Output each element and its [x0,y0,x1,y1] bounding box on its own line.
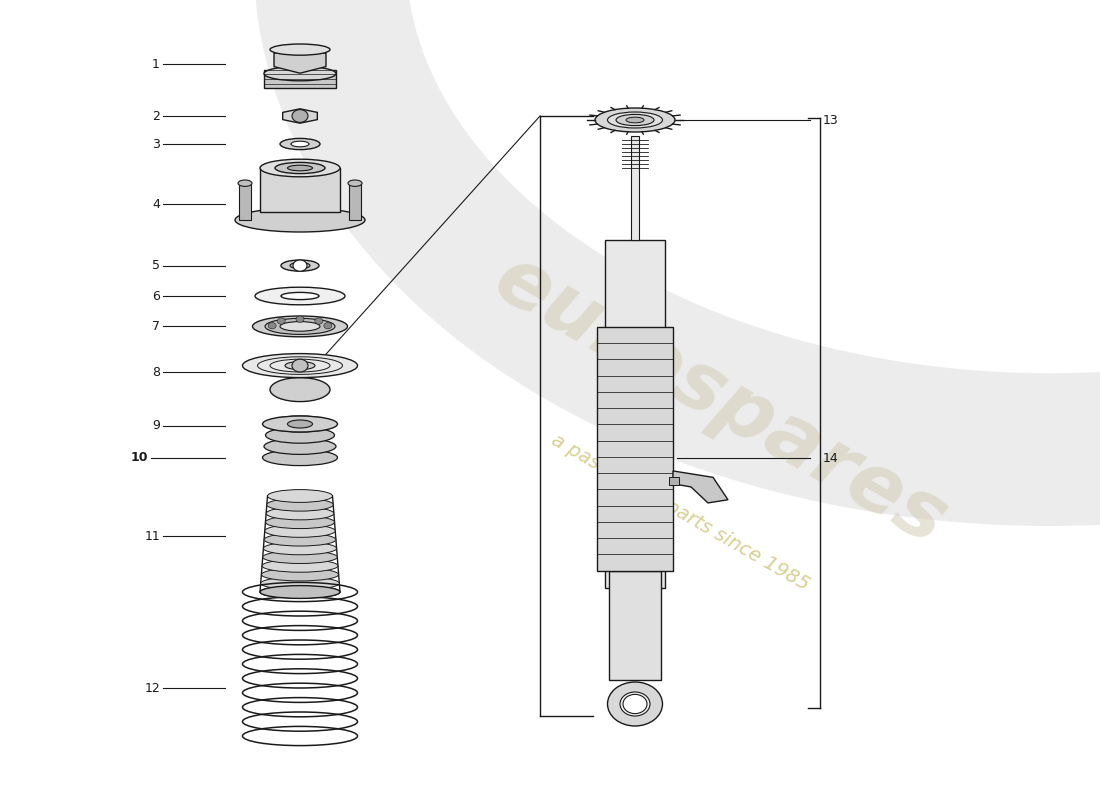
Ellipse shape [264,438,336,454]
Text: eurospares: eurospares [480,239,960,561]
Ellipse shape [280,260,319,271]
Circle shape [623,694,647,714]
Ellipse shape [267,498,333,511]
Ellipse shape [263,450,338,466]
Text: 14: 14 [823,451,838,465]
Circle shape [277,318,285,324]
Ellipse shape [280,292,319,300]
Ellipse shape [262,568,339,581]
Ellipse shape [260,586,340,598]
Ellipse shape [261,577,339,590]
Polygon shape [274,46,326,73]
Polygon shape [673,471,728,503]
Bar [264,70,336,88]
Ellipse shape [285,362,315,370]
Ellipse shape [348,180,362,186]
Text: 6: 6 [152,290,160,302]
Ellipse shape [265,318,336,334]
Ellipse shape [242,354,358,378]
Ellipse shape [263,542,337,554]
Ellipse shape [267,490,332,502]
Text: 7: 7 [152,320,160,333]
Text: 3: 3 [152,138,160,150]
Text: a passion for parts since 1985: a passion for parts since 1985 [548,430,812,594]
Ellipse shape [265,525,336,538]
Circle shape [315,318,322,324]
Text: 13: 13 [823,114,838,126]
Circle shape [292,110,308,122]
Ellipse shape [290,262,310,269]
Circle shape [293,260,307,271]
Ellipse shape [255,287,345,305]
FancyBboxPatch shape [260,168,340,212]
Ellipse shape [595,108,675,132]
Polygon shape [283,109,317,123]
Ellipse shape [270,44,330,55]
Ellipse shape [265,516,334,529]
Ellipse shape [280,138,320,150]
Ellipse shape [263,416,338,432]
Text: 10: 10 [131,451,149,464]
Bar [605,240,665,588]
Text: 12: 12 [144,682,159,694]
Ellipse shape [287,166,312,170]
Circle shape [296,316,304,322]
Ellipse shape [270,378,330,402]
Ellipse shape [235,208,365,232]
Text: 1: 1 [152,58,160,70]
Circle shape [268,322,276,329]
Ellipse shape [275,162,324,174]
Ellipse shape [292,141,309,146]
Ellipse shape [607,682,662,726]
FancyBboxPatch shape [349,184,361,220]
Text: 5: 5 [152,259,160,272]
Polygon shape [286,420,313,431]
Text: 9: 9 [152,419,160,432]
Ellipse shape [262,559,338,572]
Ellipse shape [264,66,336,81]
Circle shape [292,359,308,372]
Text: 4: 4 [152,198,160,210]
Ellipse shape [264,534,336,546]
FancyBboxPatch shape [239,184,251,220]
Bar [597,327,673,570]
Ellipse shape [263,550,338,563]
Ellipse shape [265,427,334,443]
Ellipse shape [607,112,662,128]
Ellipse shape [238,180,252,186]
Ellipse shape [267,416,333,432]
Ellipse shape [280,322,320,331]
Ellipse shape [266,507,334,520]
Ellipse shape [616,114,654,126]
Bar [669,478,679,486]
Text: 8: 8 [152,366,160,378]
Circle shape [294,421,306,430]
Text: 11: 11 [144,530,159,542]
Bar [631,136,639,240]
Ellipse shape [287,420,312,428]
Ellipse shape [260,159,340,177]
Text: 2: 2 [152,110,160,122]
Circle shape [323,322,332,329]
Bar [609,570,661,680]
Ellipse shape [260,586,340,598]
Ellipse shape [626,118,644,122]
Ellipse shape [620,692,650,716]
Ellipse shape [253,316,348,337]
